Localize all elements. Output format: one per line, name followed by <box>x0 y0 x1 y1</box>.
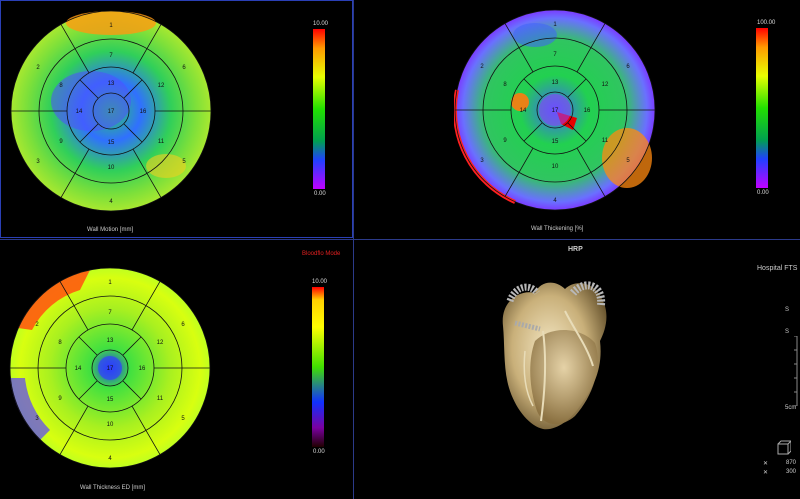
institution-label: Hospital FTS <box>757 265 798 272</box>
segment-2: 2 <box>480 64 484 70</box>
heart-3d-render[interactable] <box>495 271 615 436</box>
orientation-cube-icon[interactable] <box>775 439 791 457</box>
segment-5: 5 <box>626 158 630 164</box>
wall-thickness-panel[interactable]: Bloodflo Mode 1 2 3 4 5 6 7 8 9 10 <box>0 241 353 499</box>
bloodflo-mode-label: Bloodflo Mode <box>302 251 341 257</box>
segment-13: 13 <box>552 80 559 86</box>
segment-4: 4 <box>108 456 112 462</box>
level-icon: ✕ <box>763 470 769 476</box>
segment-17: 17 <box>108 109 115 115</box>
segment-9: 9 <box>503 138 507 144</box>
wall-thickening-caption: Wall Thickening [%] <box>531 226 584 232</box>
segment-2: 2 <box>35 322 39 328</box>
segment-5: 5 <box>181 416 185 422</box>
segment-10: 10 <box>552 164 559 170</box>
volume-render-panel[interactable]: HRP Hospital FTS S S <box>355 241 800 499</box>
wall-thickness-bullseye[interactable]: 1 2 3 4 5 6 7 8 9 10 11 12 13 14 15 16 1… <box>9 267 211 469</box>
segment-1: 1 <box>108 280 112 286</box>
segment-10: 10 <box>108 165 115 171</box>
segment-8: 8 <box>58 340 62 346</box>
segment-6: 6 <box>626 64 630 70</box>
segment-10: 10 <box>107 422 114 428</box>
segment-9: 9 <box>58 396 62 402</box>
wall-motion-panel[interactable]: 1 2 3 4 5 6 7 8 9 10 11 12 13 14 15 16 1… <box>0 0 353 238</box>
segment-3: 3 <box>36 159 40 165</box>
wall-motion-caption: Wall Motion [mm] <box>87 227 134 233</box>
segment-5: 5 <box>182 159 186 165</box>
segment-6: 6 <box>182 65 186 71</box>
wall-thickening-panel[interactable]: 1 2 3 4 5 6 7 8 9 10 11 12 13 14 15 16 1… <box>355 0 800 238</box>
segment-15: 15 <box>107 397 114 403</box>
segment-14: 14 <box>520 108 527 114</box>
segment-7: 7 <box>109 53 113 59</box>
wall-thickening-scale-min: 0.00 <box>757 190 769 196</box>
segment-15: 15 <box>108 140 115 146</box>
wall-motion-bullseye[interactable]: 1 2 3 4 5 6 7 8 9 10 11 12 13 14 15 16 1… <box>10 10 212 212</box>
volume-title: HRP <box>568 246 583 253</box>
segment-9: 9 <box>59 139 63 145</box>
segment-1: 1 <box>553 22 557 28</box>
wall-motion-scale-min: 0.00 <box>314 191 326 197</box>
segment-1: 1 <box>109 23 113 29</box>
segment-8: 8 <box>503 82 507 88</box>
close-icon[interactable]: ✕ <box>763 461 769 467</box>
wall-motion-colorbar <box>313 29 325 189</box>
segment-7: 7 <box>553 52 557 58</box>
segment-13: 13 <box>108 81 115 87</box>
segment-17: 17 <box>552 108 559 114</box>
scale-ruler <box>794 336 798 406</box>
wall-thickness-colorbar <box>312 287 324 447</box>
view-glyph-top: S <box>785 307 790 313</box>
wall-thickness-scale-min: 0.00 <box>313 449 325 455</box>
wall-thickness-scale-max: 10.00 <box>312 279 328 285</box>
segment-4: 4 <box>553 198 557 204</box>
segment-8: 8 <box>59 83 63 89</box>
segment-16: 16 <box>140 109 147 115</box>
vertical-separator <box>353 0 354 499</box>
segment-6: 6 <box>181 322 185 328</box>
segment-3: 3 <box>35 416 39 422</box>
segment-11: 11 <box>158 139 165 145</box>
wall-thickening-scale-max: 100.00 <box>757 20 776 26</box>
segment-12: 12 <box>157 340 164 346</box>
segment-7: 7 <box>108 310 112 316</box>
segment-14: 14 <box>75 366 82 372</box>
window-width-value: 870 <box>786 460 797 466</box>
scale-length-label: 5cm <box>785 405 797 411</box>
segment-3: 3 <box>480 158 484 164</box>
segment-11: 11 <box>602 138 609 144</box>
view-glyph-bottom: S <box>785 329 790 335</box>
segment-15: 15 <box>552 139 559 145</box>
segment-17: 17 <box>107 366 114 372</box>
segment-16: 16 <box>584 108 591 114</box>
horizontal-separator <box>0 239 800 240</box>
wall-thickening-bullseye[interactable]: 1 2 3 4 5 6 7 8 9 10 11 12 13 14 15 16 1… <box>454 9 656 211</box>
wall-motion-scale-max: 10.00 <box>313 21 329 27</box>
segment-2: 2 <box>36 65 40 71</box>
segment-11: 11 <box>157 396 164 402</box>
window-level-value: 300 <box>786 469 797 475</box>
segment-14: 14 <box>76 109 83 115</box>
segment-13: 13 <box>107 338 114 344</box>
wall-thickness-caption: Wall Thickness ED [mm] <box>80 485 146 491</box>
segment-4: 4 <box>109 199 113 205</box>
segment-16: 16 <box>139 366 146 372</box>
segment-12: 12 <box>602 82 609 88</box>
wall-thickening-colorbar <box>756 28 768 188</box>
segment-12: 12 <box>158 83 165 89</box>
